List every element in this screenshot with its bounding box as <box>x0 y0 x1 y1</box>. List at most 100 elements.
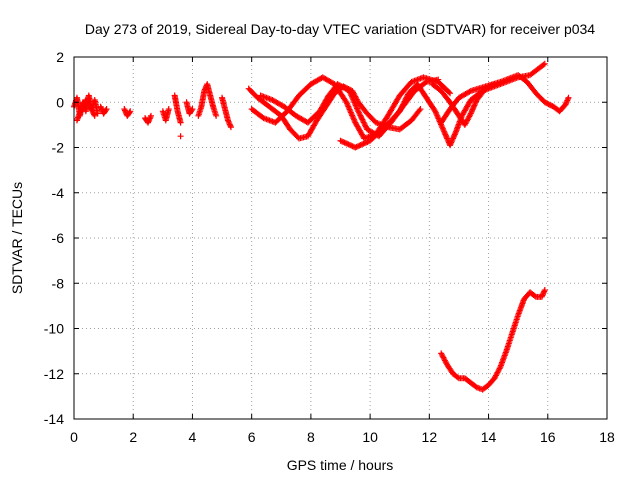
x-tick-label: 2 <box>129 429 137 445</box>
data-point <box>362 123 369 130</box>
data-point <box>91 111 98 118</box>
plot-frame <box>73 56 608 420</box>
data-point <box>359 116 366 123</box>
y-tick-label: -6 <box>52 230 65 246</box>
data-point <box>402 97 409 104</box>
y-tick-label: 2 <box>56 49 64 65</box>
data-point <box>91 112 98 119</box>
data-point <box>356 111 363 118</box>
data-points <box>71 60 572 393</box>
data-point <box>400 101 407 108</box>
x-axis-label: GPS time / hours <box>287 457 394 473</box>
axis-ticks <box>73 56 608 420</box>
data-point <box>398 105 405 112</box>
data-point <box>399 102 406 109</box>
y-tick-label: -4 <box>52 185 65 201</box>
y-axis-label: SDTVAR / TECUs <box>9 182 25 294</box>
data-point <box>358 113 364 120</box>
x-tick-labels: 0 2 4 6 8 10 12 14 16 18 <box>70 429 615 445</box>
data-point <box>337 137 344 144</box>
data-point <box>454 374 461 381</box>
data-point <box>360 118 367 125</box>
data-point <box>396 108 403 115</box>
data-point <box>340 138 347 145</box>
data-point <box>165 106 172 113</box>
data-point <box>341 139 348 146</box>
x-tick-label: 0 <box>70 429 78 445</box>
data-point <box>398 104 405 111</box>
data-point <box>345 141 352 148</box>
data-point <box>422 79 429 86</box>
data-point <box>435 76 442 83</box>
x-tick-label: 14 <box>481 429 497 445</box>
data-point <box>364 138 371 145</box>
data-point <box>401 98 408 105</box>
data-point <box>355 108 362 115</box>
data-point <box>177 133 184 140</box>
y-tick-label: -14 <box>44 411 64 427</box>
data-point <box>338 138 345 145</box>
data-point <box>127 108 134 115</box>
data-point <box>447 90 454 97</box>
x-tick-label: 12 <box>422 429 438 445</box>
data-point <box>177 119 184 126</box>
data-point <box>342 140 349 147</box>
data-point <box>360 140 367 147</box>
chart-title: Day 273 of 2019, Sidereal Day-to-day VTE… <box>85 21 595 37</box>
data-point <box>352 144 359 151</box>
data-point <box>540 61 547 68</box>
data-point <box>344 140 351 147</box>
y-tick-label: -10 <box>44 321 64 337</box>
data-point <box>356 142 363 149</box>
data-point <box>417 106 424 113</box>
y-tick-labels: -14 -12 -10 -8 -6 -4 -2 0 2 <box>44 49 64 427</box>
y-tick-label: -2 <box>52 140 65 156</box>
data-point <box>541 60 548 67</box>
data-point <box>354 143 361 150</box>
x-tick-label: 6 <box>248 429 256 445</box>
data-point <box>363 139 370 146</box>
data-point <box>357 112 364 119</box>
data-point <box>565 94 572 101</box>
data-point <box>103 106 110 113</box>
data-point <box>491 81 498 88</box>
data-point <box>404 92 411 99</box>
data-point <box>466 88 473 95</box>
data-point <box>416 107 423 114</box>
grid <box>74 57 607 419</box>
data-point <box>355 109 362 116</box>
data-point <box>189 106 196 113</box>
data-point <box>490 81 497 88</box>
data-point <box>213 112 220 119</box>
data-point <box>349 143 356 150</box>
data-point <box>126 109 133 116</box>
data-point <box>357 142 364 149</box>
data-point <box>362 122 369 129</box>
x-tick-label: 4 <box>189 429 197 445</box>
data-point <box>346 142 353 149</box>
data-point <box>188 107 195 114</box>
data-point <box>541 287 548 294</box>
x-tick-label: 8 <box>307 429 315 445</box>
data-point <box>445 89 452 96</box>
data-point <box>531 292 538 299</box>
data-point <box>403 94 410 101</box>
y-tick-label: 0 <box>56 94 64 110</box>
data-point <box>147 112 154 119</box>
y-tick-label: -8 <box>52 275 65 291</box>
data-point <box>361 120 368 127</box>
data-point <box>359 141 366 148</box>
x-tick-label: 18 <box>599 429 615 445</box>
x-tick-label: 10 <box>362 429 378 445</box>
data-point <box>102 107 109 114</box>
data-point <box>358 115 365 122</box>
data-point <box>360 119 367 126</box>
x-tick-label: 16 <box>540 429 556 445</box>
y-tick-label: -12 <box>44 366 64 382</box>
data-point <box>402 95 409 102</box>
data-point <box>227 124 234 131</box>
data-point <box>361 140 368 147</box>
data-point <box>353 143 360 150</box>
data-point <box>400 99 407 106</box>
